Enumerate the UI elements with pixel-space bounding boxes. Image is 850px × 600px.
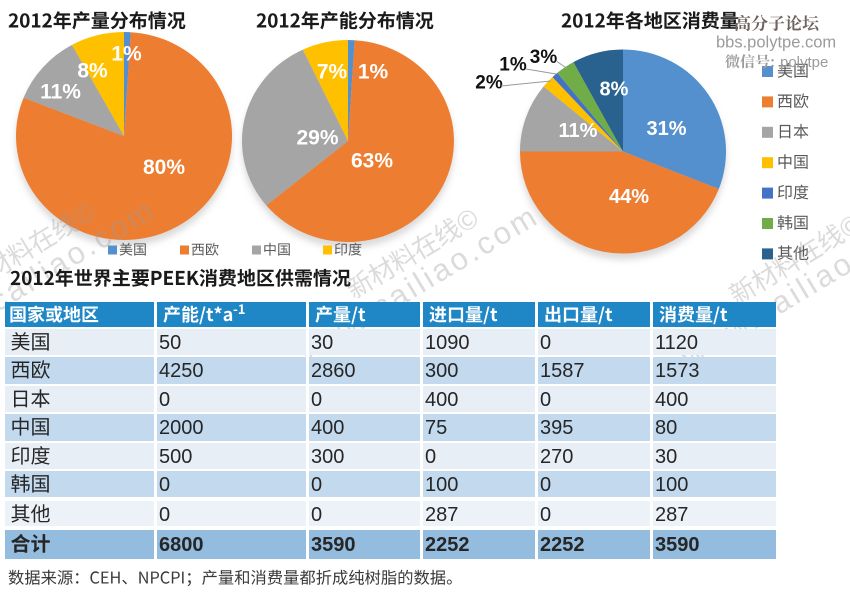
svg-text:30: 30 <box>311 332 333 354</box>
svg-text:0: 0 <box>540 474 551 496</box>
svg-text:bbs.polytpe.com: bbs.polytpe.com <box>716 34 836 52</box>
svg-text:2%: 2% <box>475 73 503 94</box>
svg-text:7%: 7% <box>317 61 348 84</box>
svg-text:2000: 2000 <box>159 417 204 439</box>
svg-text:1%: 1% <box>499 55 527 76</box>
svg-text:50: 50 <box>159 332 181 354</box>
svg-text:0: 0 <box>311 389 322 411</box>
svg-text:395: 395 <box>540 417 573 439</box>
svg-text:1%: 1% <box>358 61 389 84</box>
svg-text:3%: 3% <box>530 47 558 68</box>
svg-text:1587: 1587 <box>540 360 585 382</box>
svg-text:0: 0 <box>311 474 322 496</box>
svg-text:300: 300 <box>311 446 344 468</box>
svg-text:0: 0 <box>311 504 322 526</box>
svg-text:300: 300 <box>425 360 458 382</box>
svg-text:8%: 8% <box>600 79 629 101</box>
svg-text:2860: 2860 <box>311 360 356 382</box>
svg-text:0: 0 <box>540 332 551 354</box>
svg-text:75: 75 <box>425 417 447 439</box>
svg-text:0: 0 <box>159 389 170 411</box>
svg-text:6800: 6800 <box>159 534 204 556</box>
svg-text:11%: 11% <box>40 81 81 104</box>
svg-text:1573: 1573 <box>655 360 700 382</box>
svg-text:1090: 1090 <box>425 332 470 354</box>
svg-text:1120: 1120 <box>655 332 698 354</box>
svg-text:0: 0 <box>159 474 170 496</box>
svg-text:100: 100 <box>655 474 688 496</box>
svg-text:80: 80 <box>655 417 677 439</box>
svg-text:287: 287 <box>655 504 688 526</box>
svg-text:80%: 80% <box>143 156 185 179</box>
svg-text:270: 270 <box>540 446 573 468</box>
svg-text:63%: 63% <box>351 150 393 173</box>
svg-text:4250: 4250 <box>159 360 204 382</box>
svg-text:400: 400 <box>655 389 688 411</box>
svg-text:287: 287 <box>425 504 458 526</box>
svg-text:polytpe: polytpe <box>780 54 828 71</box>
svg-text:400: 400 <box>425 389 458 411</box>
svg-text:31%: 31% <box>646 118 686 140</box>
svg-text:100: 100 <box>425 474 458 496</box>
svg-text:0: 0 <box>540 504 551 526</box>
svg-text:2252: 2252 <box>425 534 470 556</box>
svg-text:44%: 44% <box>609 186 649 208</box>
svg-text:29%: 29% <box>296 127 338 150</box>
svg-text:11%: 11% <box>559 120 598 142</box>
svg-text:2252: 2252 <box>540 534 585 556</box>
svg-text:1%: 1% <box>111 43 142 66</box>
svg-text:500: 500 <box>159 446 192 468</box>
svg-text:0: 0 <box>425 446 436 468</box>
svg-text:400: 400 <box>311 417 344 439</box>
svg-text:3590: 3590 <box>655 534 700 556</box>
svg-text:30: 30 <box>655 446 677 468</box>
svg-text:0: 0 <box>159 504 170 526</box>
svg-text:3590: 3590 <box>311 534 356 556</box>
svg-text:0: 0 <box>540 389 551 411</box>
svg-text:8%: 8% <box>77 60 108 83</box>
